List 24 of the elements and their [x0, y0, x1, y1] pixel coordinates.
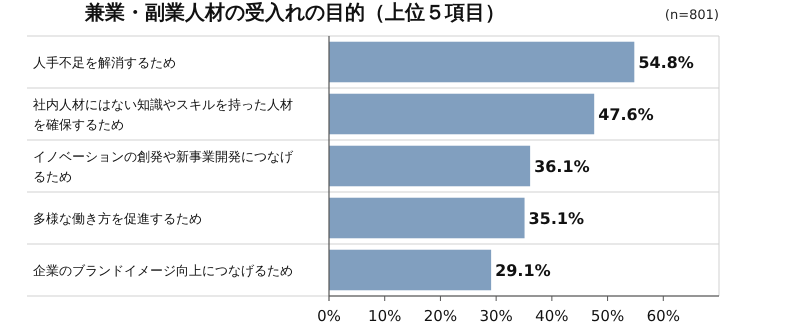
y-tick-label: 多様な働き方を促進するため: [33, 211, 202, 227]
x-tick-label: 20%: [424, 307, 458, 325]
x-tick-label: 30%: [479, 307, 513, 325]
bar: [329, 94, 594, 134]
data-label: 47.6%: [598, 105, 654, 124]
y-tick-label: 企業のブランドイメージ向上につなげるため: [33, 264, 293, 279]
bar: [329, 146, 530, 186]
y-tick-label: イノベーションの創発や新事業開発につなげるため: [33, 150, 294, 185]
y-tick-label: 社内人材にはない知識やスキルを持った人材を確保するため: [33, 98, 293, 133]
bar: [329, 42, 634, 82]
text: (n=801): [664, 8, 719, 23]
x-tick-label: 40%: [535, 307, 569, 325]
data-label: 54.8%: [638, 53, 694, 72]
bar: [329, 198, 525, 238]
x-tick-label: 10%: [368, 307, 402, 325]
data-label: 35.1%: [528, 209, 584, 228]
x-tick-label: 0%: [317, 307, 341, 325]
x-tick-label: 60%: [646, 307, 680, 325]
chart-title: 兼業・副業人材の受入れの目的（上位５項目）: [84, 0, 505, 24]
x-tick-label: 50%: [590, 307, 624, 325]
data-label: 29.1%: [495, 261, 551, 280]
y-tick-label: 人手不足を解消するため: [33, 56, 176, 71]
data-label: 36.1%: [534, 157, 590, 176]
bar: [329, 250, 492, 290]
